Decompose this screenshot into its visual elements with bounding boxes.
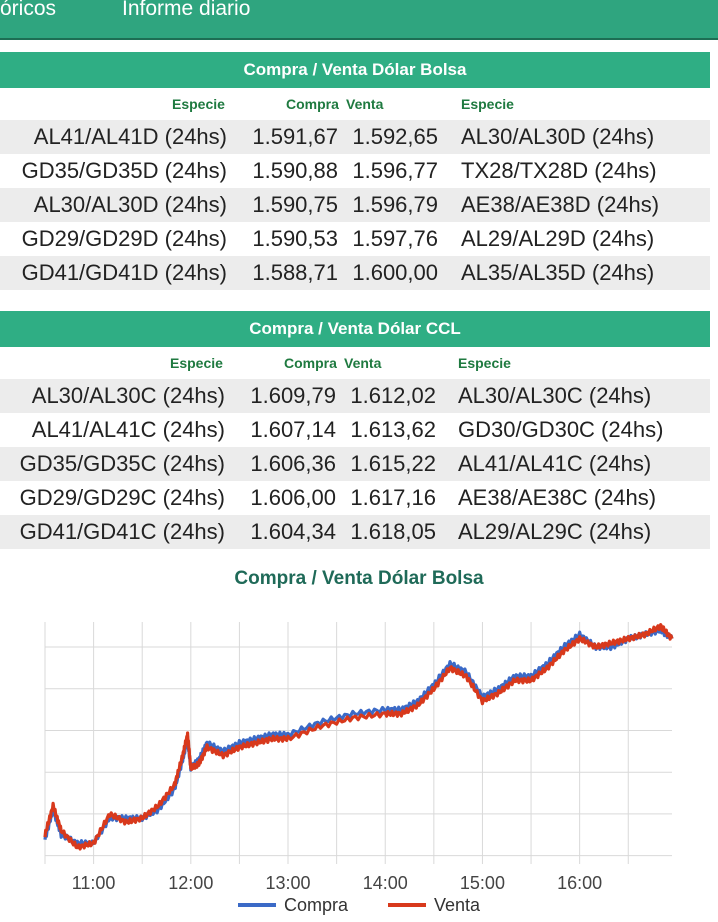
cell-compra: 1.591,67	[252, 124, 338, 149]
cell-especie-sell: AL41/AL41C (24hs)	[458, 451, 652, 476]
cell-especie-buy: GD35/GD35D (24hs)	[21, 158, 227, 183]
cell-especie-buy: GD35/GD35C (24hs)	[19, 451, 225, 476]
cell-compra: 1.609,79	[250, 383, 336, 408]
series-line-compra	[43, 626, 674, 848]
cell-compra: 1.606,36	[250, 451, 336, 476]
tab-informe-diario[interactable]: Informe diario	[122, 0, 251, 20]
header-especie-sell: Especie	[458, 355, 511, 371]
header-compra: Compra	[284, 355, 337, 371]
legend-label: Venta	[434, 895, 481, 915]
x-tick-label: 14:00	[363, 873, 408, 893]
cell-venta: 1.592,65	[352, 124, 438, 149]
table-row: GD41/GD41D (24hs) 1.588,71 1.600,00 AL35…	[0, 256, 710, 290]
bolsa-table-title: Compra / Venta Dólar Bolsa	[0, 52, 710, 88]
cell-compra: 1.606,00	[250, 485, 336, 510]
cell-compra: 1.590,53	[252, 226, 338, 251]
header-venta: Venta	[344, 355, 382, 371]
cell-venta: 1.618,05	[350, 519, 436, 544]
cell-especie-sell: AL29/AL29D (24hs)	[461, 226, 655, 251]
table-row: GD35/GD35C (24hs) 1.606,36 1.615,22 AL41…	[0, 447, 710, 481]
cell-especie-buy: GD29/GD29C (24hs)	[19, 485, 225, 510]
table-row: AL41/AL41C (24hs) 1.607,14 1.613,62 GD30…	[0, 413, 710, 447]
table-row: GD29/GD29D (24hs) 1.590,53 1.597,76 AL29…	[0, 222, 710, 256]
cell-compra: 1.588,71	[252, 260, 338, 285]
cell-especie-sell: AL35/AL35D (24hs)	[461, 260, 655, 285]
cell-compra: 1.604,34	[250, 519, 336, 544]
tab-historicos[interactable]: óricos	[0, 0, 57, 20]
ccl-table-header: Especie Compra Venta Especie	[0, 347, 710, 379]
cell-especie-buy: AL41/AL41C (24hs)	[31, 417, 225, 442]
cell-especie-sell: GD30/GD30C (24hs)	[458, 417, 664, 442]
cell-especie-buy: AL41/AL41D (24hs)	[33, 124, 227, 149]
x-tick-label: 13:00	[265, 873, 310, 893]
cell-venta: 1.615,22	[350, 451, 436, 476]
x-tick-label: 11:00	[72, 873, 116, 893]
series-line-venta	[43, 623, 674, 851]
cell-especie-sell: AL30/AL30C (24hs)	[458, 383, 652, 408]
header-especie-buy: Especie	[172, 96, 225, 112]
cell-especie-sell: TX28/TX28D (24hs)	[461, 158, 657, 183]
top-nav: óricos Informe diario	[0, 0, 718, 40]
cell-especie-buy: AL30/AL30C (24hs)	[31, 383, 225, 408]
cell-especie-sell: AL29/AL29C (24hs)	[458, 519, 652, 544]
header-especie-buy: Especie	[170, 355, 223, 371]
cell-venta: 1.613,62	[350, 417, 436, 442]
x-tick-label: 16:00	[557, 873, 602, 893]
table-row: GD41/GD41C (24hs) 1.604,34 1.618,05 AL29…	[0, 515, 710, 549]
bolsa-table: Compra / Venta Dólar Bolsa Especie Compr…	[0, 52, 710, 290]
cell-especie-sell: AL30/AL30D (24hs)	[461, 124, 655, 149]
x-tick-label: 12:00	[168, 873, 213, 893]
cell-venta: 1.596,79	[352, 192, 438, 217]
header-especie-sell: Especie	[461, 96, 514, 112]
cell-venta: 1.612,02	[350, 383, 436, 408]
cell-especie-buy: AL30/AL30D (24hs)	[33, 192, 227, 217]
cell-venta: 1.617,16	[350, 485, 436, 510]
cell-compra: 1.590,75	[252, 192, 338, 217]
header-compra: Compra	[286, 96, 339, 112]
cell-especie-sell: AE38/AE38C (24hs)	[458, 485, 657, 510]
line-chart: 11:0012:0013:0014:0015:0016:00540560580C…	[43, 622, 674, 915]
cell-compra: 1.590,88	[252, 158, 338, 183]
cell-venta: 1.600,00	[352, 260, 438, 285]
cell-especie-sell: AE38/AE38D (24hs)	[461, 192, 660, 217]
cell-compra: 1.607,14	[250, 417, 336, 442]
table-row: AL30/AL30D (24hs) 1.590,75 1.596,79 AE38…	[0, 188, 710, 222]
legend-label: Compra	[284, 895, 349, 915]
bolsa-table-header: Especie Compra Venta Especie	[0, 88, 710, 120]
ccl-table-title: Compra / Venta Dólar CCL	[0, 311, 710, 347]
cell-especie-buy: GD41/GD41C (24hs)	[19, 519, 225, 544]
table-row: GD35/GD35D (24hs) 1.590,88 1.596,77 TX28…	[0, 154, 710, 188]
table-row: AL41/AL41D (24hs) 1.591,67 1.592,65 AL30…	[0, 120, 710, 154]
ccl-table: Compra / Venta Dólar CCL Especie Compra …	[0, 311, 710, 549]
table-row: AL30/AL30C (24hs) 1.609,79 1.612,02 AL30…	[0, 379, 710, 413]
x-tick-label: 15:00	[460, 873, 505, 893]
table-row: GD29/GD29C (24hs) 1.606,00 1.617,16 AE38…	[0, 481, 710, 515]
cell-venta: 1.596,77	[352, 158, 438, 183]
chart-title: Compra / Venta Dólar Bolsa	[234, 568, 484, 589]
header-venta: Venta	[346, 96, 384, 112]
cell-venta: 1.597,76	[352, 226, 438, 251]
cell-especie-buy: GD29/GD29D (24hs)	[21, 226, 227, 251]
cell-especie-buy: GD41/GD41D (24hs)	[21, 260, 227, 285]
